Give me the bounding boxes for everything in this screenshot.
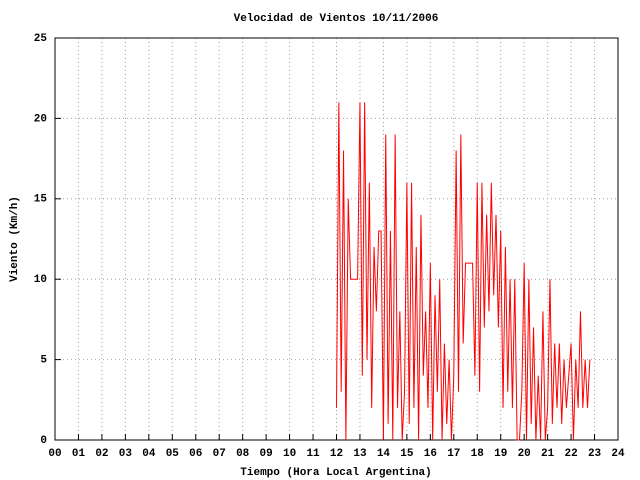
x-tick-label: 09 xyxy=(260,448,273,460)
x-tick-label: 06 xyxy=(189,448,202,460)
y-tick-label: 5 xyxy=(40,355,47,367)
x-tick-label: 12 xyxy=(330,448,343,460)
x-axis-label: Tiempo (Hora Local Argentina) xyxy=(240,467,431,479)
x-tick-label: 04 xyxy=(142,448,156,460)
y-tick-label: 25 xyxy=(34,33,48,45)
y-tick-label: 15 xyxy=(34,194,48,206)
x-tick-label: 10 xyxy=(283,448,296,460)
x-tick-label: 03 xyxy=(119,448,133,460)
x-tick-label: 05 xyxy=(166,448,180,460)
x-tick-label: 24 xyxy=(611,448,625,460)
x-tick-label: 17 xyxy=(447,448,460,460)
data-line xyxy=(336,102,591,441)
x-tick-label: 18 xyxy=(471,448,485,460)
chart-title: Velocidad de Vientos 10/11/2006 xyxy=(234,13,439,25)
y-tick-label: 0 xyxy=(40,435,47,447)
x-tick-label: 15 xyxy=(400,448,414,460)
y-tick-label: 20 xyxy=(34,113,47,125)
x-tick-label: 21 xyxy=(541,448,555,460)
x-tick-label: 14 xyxy=(377,448,391,460)
x-tick-label: 01 xyxy=(72,448,86,460)
x-tick-label: 11 xyxy=(306,448,320,460)
x-tick-label: 07 xyxy=(213,448,226,460)
x-tick-label: 20 xyxy=(518,448,531,460)
y-axis-label: Viento (Km/h) xyxy=(9,196,21,282)
x-tick-label: 23 xyxy=(588,448,602,460)
x-tick-label: 13 xyxy=(353,448,367,460)
x-tick-label: 02 xyxy=(95,448,108,460)
x-tick-label: 22 xyxy=(564,448,577,460)
x-tick-label: 16 xyxy=(424,448,437,460)
x-tick-label: 19 xyxy=(494,448,507,460)
plot-frame xyxy=(54,37,619,441)
x-tick-label: 00 xyxy=(48,448,61,460)
y-tick-label: 10 xyxy=(34,274,47,286)
x-tick-label: 08 xyxy=(236,448,250,460)
